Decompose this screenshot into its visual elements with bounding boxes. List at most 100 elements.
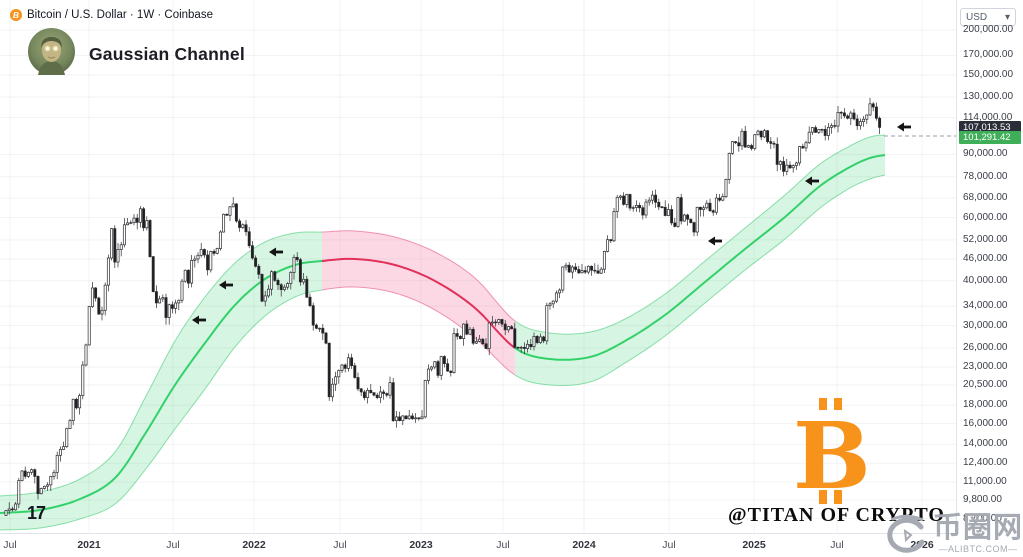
candle-body (554, 292, 558, 302)
candle-body (708, 202, 712, 212)
price-axis-tick: 68,000.00 (963, 192, 1008, 204)
price-chart[interactable] (0, 0, 956, 533)
candle-body (254, 257, 258, 267)
candle-body (487, 322, 491, 349)
gaussian-channel-center-line (321, 257, 516, 349)
candle-body (385, 393, 389, 396)
candle-body (471, 328, 475, 344)
price-axis-tick: 12,400.00 (963, 457, 1008, 469)
tradingview-logo[interactable]: 17 (27, 503, 46, 523)
candle-body (186, 269, 190, 284)
candle-body (769, 141, 773, 144)
candle-body (804, 142, 808, 149)
candle-body (174, 302, 178, 309)
symbol-row[interactable]: B Bitcoin / U.S. Dollar · 1W · Coinbase (10, 9, 245, 21)
price-axis-tick: 150,000.00 (963, 68, 1014, 80)
chevron-down-icon: ▾ (1004, 11, 1010, 23)
candle-body (772, 143, 776, 145)
candle-body (215, 248, 219, 254)
candle-body (20, 470, 24, 481)
candle-body (782, 161, 786, 172)
candle-body (842, 112, 846, 117)
price-axis-tick: 40,000.00 (963, 274, 1008, 286)
candle-body (513, 328, 517, 348)
candle-body (634, 205, 638, 208)
time-axis-label: Jul (3, 539, 17, 551)
time-axis-label: 2024 (572, 539, 596, 551)
candle-body (65, 428, 69, 447)
site-name: 币圈网 (932, 512, 1023, 544)
candle-body (292, 256, 296, 273)
candle-body (647, 199, 651, 203)
candle-body (170, 304, 174, 309)
candle-body (839, 111, 843, 114)
candle-body (407, 415, 411, 420)
time-axis[interactable]: Jul 2021 Jul 2022 Jul 2023 Jul 2024 Jul 2025 Jul 20… (0, 533, 956, 557)
candle-body (490, 321, 494, 324)
candle-body (286, 283, 290, 288)
candle-body (202, 249, 206, 256)
candle-body (737, 142, 741, 147)
candle-body (666, 209, 670, 216)
candle-body (302, 278, 306, 283)
time-axis-label: Jul (662, 539, 676, 551)
candle-body (455, 333, 459, 337)
price-axis-tick: 14,000.00 (963, 438, 1008, 450)
candle-body (199, 249, 203, 256)
left-arrow-icon (219, 280, 226, 290)
candle-body (858, 121, 862, 127)
candle-body (122, 224, 126, 246)
candle-body (436, 361, 440, 376)
gaussian-channel-upper-line (0, 231, 323, 497)
gaussian-channel-center-line (514, 154, 886, 361)
candle-body (532, 336, 536, 348)
candle-body (519, 346, 523, 349)
candle-body (206, 254, 210, 271)
candle-body (282, 286, 286, 290)
candle-body (497, 319, 501, 323)
candle-body (494, 321, 498, 324)
candle-body (602, 251, 606, 270)
candle-body (225, 213, 229, 216)
candle-body (730, 141, 734, 154)
candle-body (78, 395, 82, 409)
time-axis-label: 2021 (77, 539, 101, 551)
candle-body (446, 363, 450, 372)
candle-body (650, 194, 654, 201)
price-axis-tick: 26,000.00 (963, 341, 1008, 353)
candle-body (778, 161, 782, 165)
candle-body (449, 370, 453, 373)
candle-body (343, 364, 347, 369)
candle-body (433, 361, 437, 368)
candle-body (378, 391, 382, 398)
candle-body (794, 162, 798, 166)
currency-selector[interactable]: USD ▾ (960, 8, 1016, 26)
gaussian-channel-upper-line (321, 230, 516, 322)
candle-body (94, 287, 98, 299)
candle-body (458, 336, 462, 339)
candle-body (599, 268, 603, 274)
candle-body (266, 288, 270, 297)
candle-body (788, 164, 792, 169)
price-axis[interactable]: USD ▾ 200,000.00 170,000.00 150,000.00 130,… (956, 0, 1023, 533)
candle-body (807, 131, 811, 144)
candle-body (270, 271, 274, 290)
candle-body (193, 258, 197, 261)
candle-body (574, 266, 578, 270)
candle-body (577, 269, 581, 274)
candle-body (622, 195, 626, 205)
gaussian-channel-lower-line (514, 174, 886, 387)
candle-body (420, 416, 424, 420)
candle-body (426, 368, 430, 381)
time-axis-label: Jul (496, 539, 510, 551)
candle-body (462, 323, 466, 339)
candle-body (641, 207, 645, 216)
candle-body (404, 415, 408, 420)
candle-body (529, 344, 533, 348)
candle-body (410, 415, 414, 420)
candle-body (583, 270, 587, 273)
candle-body (686, 214, 690, 220)
candle-body (750, 145, 754, 149)
candle-body (670, 209, 674, 224)
bitcoin-logo-icon: B (793, 398, 870, 508)
